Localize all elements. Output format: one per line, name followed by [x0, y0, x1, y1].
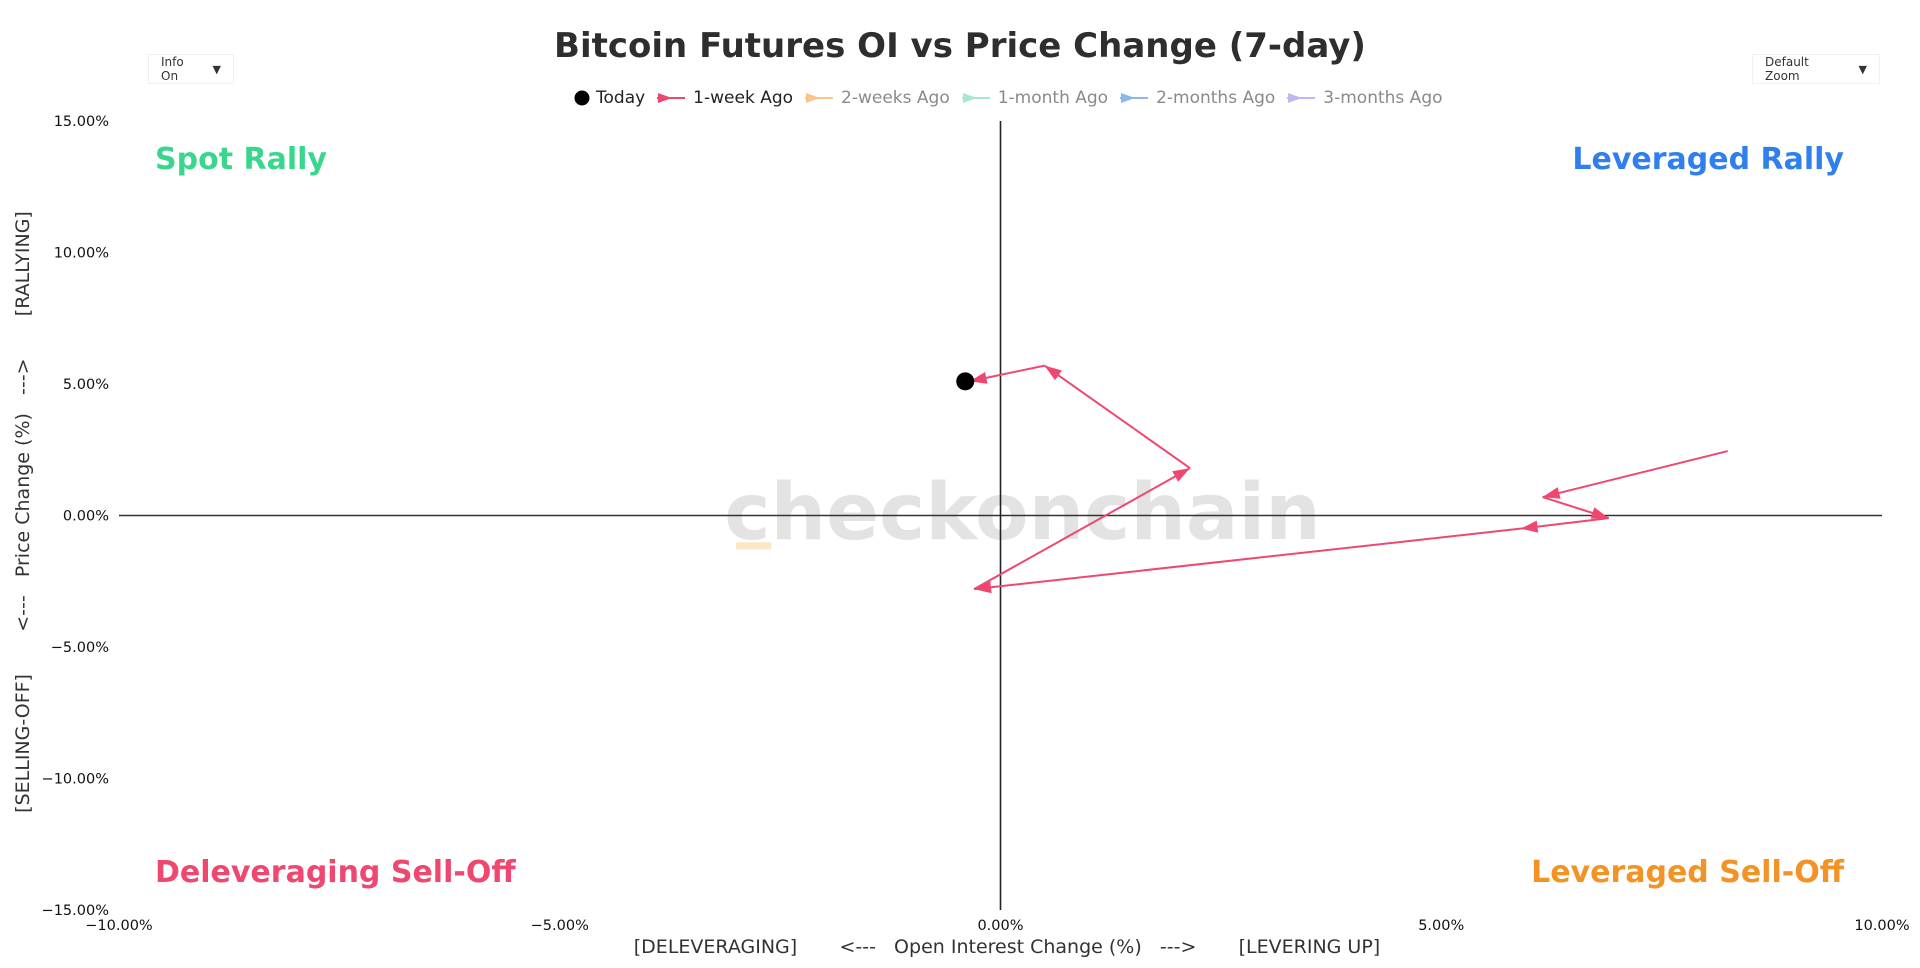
- legend-item[interactable]: 1-month Ago: [960, 88, 1108, 108]
- zoom-label: Default Zoom: [1765, 55, 1809, 83]
- legend-symbol-icon: [1287, 93, 1316, 103]
- series-1week-arrowhead: [1172, 468, 1191, 482]
- zoom-dropdown[interactable]: Default Zoom ▼: [1752, 54, 1880, 84]
- x-tick-label: 0.00%: [977, 918, 1023, 934]
- series-1week-segment: [1542, 450, 1728, 499]
- series-1week-arrowhead: [974, 581, 992, 594]
- info-toggle-label: Info On: [161, 55, 184, 83]
- series-1week-arrowhead: [1044, 365, 1062, 381]
- watermark: checkonchain: [724, 468, 1320, 558]
- legend-item-label: 1-month Ago: [997, 88, 1109, 108]
- info-toggle-dropdown[interactable]: Info On ▼: [148, 54, 234, 84]
- legend-symbol-icon: [657, 93, 686, 103]
- legend-item[interactable]: 2-months Ago: [1118, 88, 1275, 108]
- series-1week-segment: [973, 467, 1191, 591]
- x-tick-label: 10.00%: [1854, 918, 1909, 934]
- series-1week-arrowhead: [1520, 520, 1539, 533]
- quadrant-label-leveraged-rally: Leveraged Rally: [1572, 142, 1844, 177]
- x-tick-label: 5.00%: [1418, 918, 1464, 934]
- legend-item[interactable]: 3-months Ago: [1285, 88, 1443, 108]
- quadrant-label-spot-rally: Spot Rally: [155, 142, 327, 177]
- y-tick-label: −5.00%: [51, 640, 109, 656]
- legend-symbol-icon: [1120, 93, 1149, 103]
- legend-item-label: 2-months Ago: [1156, 88, 1276, 108]
- series-1week-arrowhead: [1590, 507, 1609, 519]
- legend-item-label: 3-months Ago: [1323, 88, 1443, 108]
- legend-symbol-icon: [574, 90, 590, 106]
- y-tick-label: −10.00%: [42, 772, 109, 788]
- x-tick-label: −10.00%: [85, 918, 152, 934]
- legend-item-label: 1-week Ago: [693, 88, 794, 108]
- legend-item-label: 2-weeks Ago: [841, 88, 950, 108]
- y-axis-title: [SELLING-OFF] <--- Price Change (%) --->…: [12, 211, 34, 813]
- legend-item-label: Today: [596, 88, 646, 108]
- legend-symbol-icon: [961, 93, 990, 103]
- x-axis-title: [DELEVERAGING] <--- Open Interest Change…: [634, 936, 1380, 958]
- legend-item[interactable]: 1-week Ago: [655, 88, 793, 108]
- y-tick-label: 10.00%: [54, 246, 109, 262]
- x-tick-label: −5.00%: [531, 918, 589, 934]
- series-1week-arrowhead: [1542, 487, 1561, 499]
- chart-title: Bitcoin Futures OI vs Price Change (7-da…: [554, 26, 1366, 66]
- legend-symbol-icon: [805, 93, 834, 103]
- series-1week-segment: [1043, 364, 1191, 469]
- chart-legend: Today 1-week Ago 2-weeks Ago 1-month Ago 2-m…: [574, 86, 1453, 110]
- y-tick-label: −15.00%: [42, 903, 109, 919]
- chevron-down-icon: ▼: [212, 62, 221, 76]
- series-1week-segment: [973, 527, 1521, 591]
- quadrant-label-deleveraging-sell-off: Deleveraging Sell-Off: [155, 855, 516, 890]
- legend-item[interactable]: 2-weeks Ago: [803, 88, 950, 108]
- y-tick-label: 5.00%: [63, 377, 109, 393]
- y-tick-label: 0.00%: [63, 509, 109, 525]
- y-tick-label: 15.00%: [54, 114, 109, 130]
- series-today-point: [956, 372, 975, 391]
- legend-item[interactable]: Today: [574, 88, 645, 108]
- quadrant-label-leveraged-sell-off: Leveraged Sell-Off: [1531, 855, 1845, 890]
- chevron-down-icon: ▼: [1858, 62, 1867, 76]
